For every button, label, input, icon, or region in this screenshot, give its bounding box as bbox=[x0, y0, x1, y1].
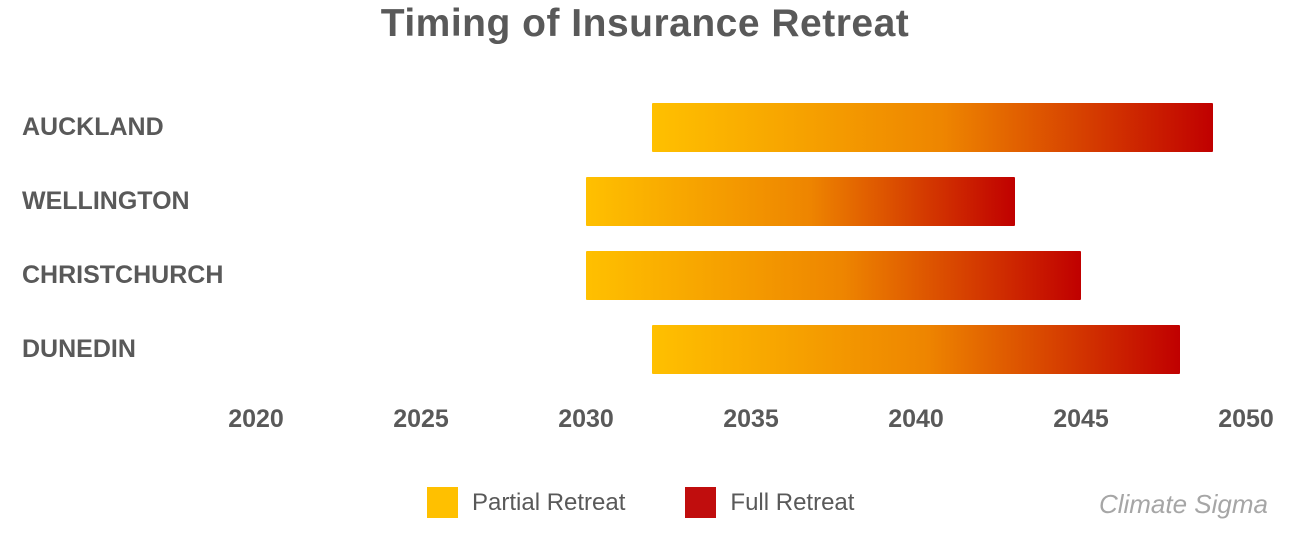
legend-item-partial-retreat: Partial Retreat bbox=[427, 487, 625, 518]
retreat-bar-dunedin bbox=[652, 325, 1180, 374]
legend-swatch-icon bbox=[685, 487, 717, 518]
x-axis-tick-2040: 2040 bbox=[888, 405, 944, 433]
x-axis-tick-2045: 2045 bbox=[1053, 405, 1109, 433]
retreat-bar-wellington bbox=[586, 177, 1015, 226]
legend-label: Partial Retreat bbox=[472, 488, 626, 516]
legend-swatch-icon bbox=[427, 487, 458, 518]
x-axis-tick-2030: 2030 bbox=[558, 405, 614, 433]
category-label-christchurch: CHRISTCHURCH bbox=[22, 261, 224, 289]
x-axis-tick-2050: 2050 bbox=[1218, 405, 1274, 433]
x-axis-tick-2020: 2020 bbox=[228, 405, 284, 433]
x-axis-tick-2035: 2035 bbox=[723, 405, 779, 433]
category-label-auckland: AUCKLAND bbox=[22, 113, 164, 141]
chart-title: Timing of Insurance Retreat bbox=[380, 2, 910, 45]
retreat-bar-auckland bbox=[652, 103, 1213, 152]
plot-area: AUCKLAND WELLINGTON CHRISTCHURCH DUNEDIN 202… bbox=[22, 103, 1274, 433]
category-label-wellington: WELLINGTON bbox=[22, 187, 190, 215]
retreat-bar-christchurch bbox=[586, 251, 1081, 300]
legend-item-full-retreat: Full Retreat bbox=[685, 487, 854, 518]
watermark-text: Climate Sigma bbox=[1098, 489, 1268, 519]
category-label-dunedin: DUNEDIN bbox=[22, 335, 136, 363]
x-axis-tick-2025: 2025 bbox=[393, 405, 449, 433]
legend: Partial Retreat Full Retreat bbox=[427, 487, 854, 518]
legend-label: Full Retreat bbox=[730, 488, 855, 516]
